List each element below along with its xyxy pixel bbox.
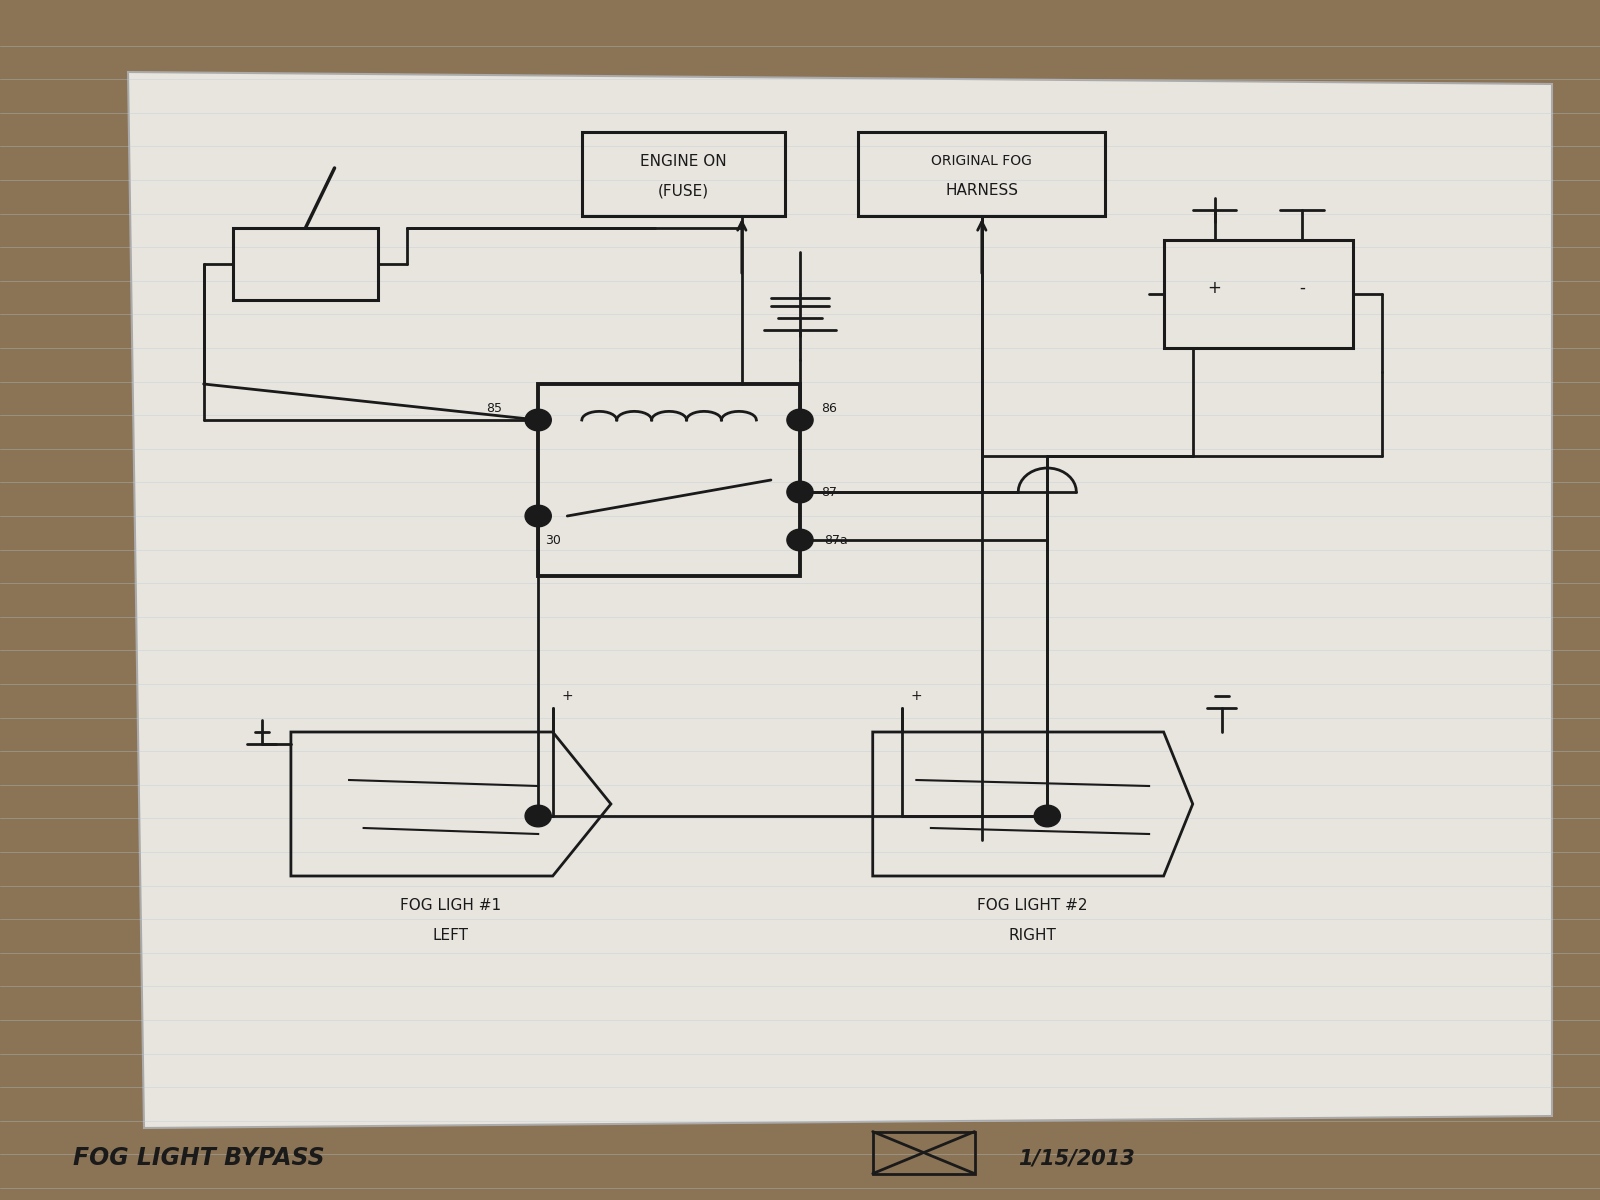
Circle shape xyxy=(1034,805,1061,827)
Circle shape xyxy=(787,529,813,551)
Text: ENGINE ON: ENGINE ON xyxy=(640,154,726,169)
Text: 30: 30 xyxy=(544,534,560,546)
Text: +: + xyxy=(562,689,573,703)
Text: FOG LIGH #1: FOG LIGH #1 xyxy=(400,899,501,913)
Text: +: + xyxy=(1208,278,1221,296)
Text: -: - xyxy=(1299,278,1304,296)
Text: +: + xyxy=(910,689,922,703)
Bar xyxy=(538,384,800,576)
Text: 87a: 87a xyxy=(824,534,848,546)
Text: (FUSE): (FUSE) xyxy=(658,184,709,198)
Text: LEFT: LEFT xyxy=(434,929,469,943)
Bar xyxy=(872,1132,974,1174)
Bar xyxy=(232,228,378,300)
Circle shape xyxy=(787,481,813,503)
Text: HARNESS: HARNESS xyxy=(946,184,1018,198)
Text: 86: 86 xyxy=(821,402,837,414)
Text: 87: 87 xyxy=(821,486,837,498)
Text: RIGHT: RIGHT xyxy=(1008,929,1056,943)
Bar xyxy=(1163,240,1352,348)
Bar xyxy=(582,132,786,216)
Text: ORIGINAL FOG: ORIGINAL FOG xyxy=(931,155,1032,168)
Circle shape xyxy=(525,805,552,827)
Text: FOG LIGHT BYPASS: FOG LIGHT BYPASS xyxy=(72,1146,325,1170)
Text: FOG LIGHT #2: FOG LIGHT #2 xyxy=(978,899,1088,913)
Circle shape xyxy=(525,505,552,527)
Circle shape xyxy=(525,409,552,431)
Bar xyxy=(858,132,1106,216)
Text: 85: 85 xyxy=(486,402,502,414)
Text: 1/15/2013: 1/15/2013 xyxy=(1018,1148,1134,1168)
Circle shape xyxy=(787,409,813,431)
